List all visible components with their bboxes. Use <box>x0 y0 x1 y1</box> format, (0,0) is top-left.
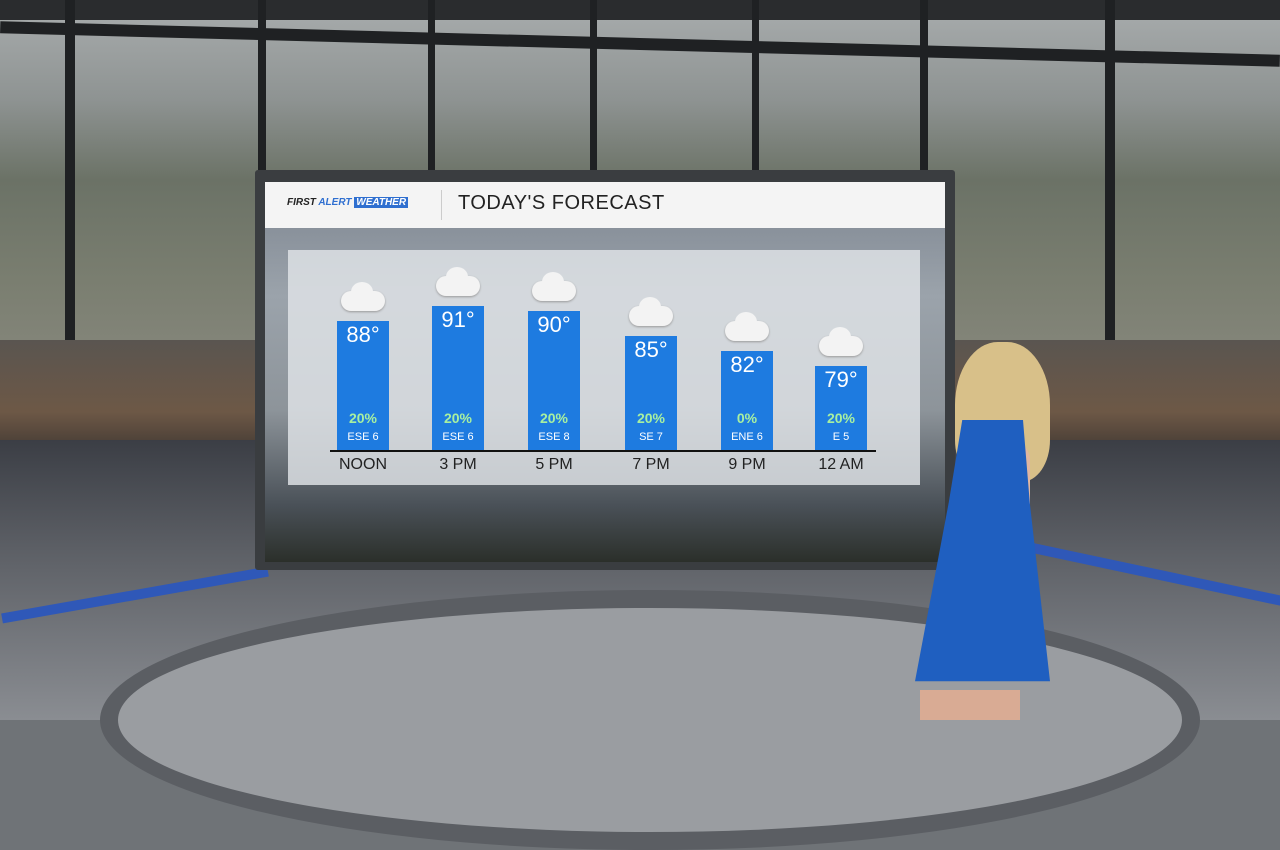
window-post <box>590 0 597 170</box>
logo-alert: ALERT <box>318 197 352 208</box>
page-title: TODAY'S FORECAST <box>458 192 665 214</box>
cloud-icon <box>629 297 673 327</box>
temp-label: 79° <box>824 366 858 392</box>
temp-label: 90° <box>537 312 571 338</box>
chart-baseline <box>330 450 876 452</box>
precip-label: 0% <box>736 410 758 426</box>
cloud-icon <box>819 326 863 356</box>
bar <box>337 321 389 450</box>
x-tick-label: 3 PM <box>439 456 477 473</box>
bar <box>625 336 677 450</box>
wind-label: SE 7 <box>639 431 663 443</box>
x-tick-label: NOON <box>339 456 387 473</box>
x-tick-label: 9 PM <box>728 456 766 473</box>
window-post <box>258 0 266 170</box>
cloud-icon <box>341 282 385 312</box>
header-divider <box>441 190 442 220</box>
window-post <box>752 0 759 170</box>
precip-label: 20% <box>443 410 473 426</box>
bar <box>432 306 484 450</box>
wind-label: ESE 6 <box>347 431 379 443</box>
bar <box>528 311 580 450</box>
window-post <box>1105 0 1115 400</box>
cloud-icon <box>725 312 769 341</box>
ceiling-frame <box>0 0 1280 20</box>
temp-label: 88° <box>346 322 380 348</box>
temp-label: 91° <box>441 307 475 333</box>
wind-label: ENE 6 <box>731 431 763 443</box>
temp-label: 82° <box>730 352 764 377</box>
bar <box>721 351 773 450</box>
bar <box>815 365 867 450</box>
precip-label: 20% <box>539 410 569 426</box>
x-tick-label: 7 PM <box>632 456 670 473</box>
x-tick-label: 5 PM <box>535 456 573 473</box>
window-post <box>65 0 75 400</box>
cloud-icon <box>436 267 480 297</box>
precip-label: 20% <box>636 410 666 426</box>
temp-label: 85° <box>634 337 668 363</box>
window-post <box>428 0 435 170</box>
precip-label: 20% <box>826 410 856 426</box>
wind-label: ESE 6 <box>442 431 474 443</box>
logo-weather: WEATHER <box>354 197 409 208</box>
precip-label: 20% <box>348 410 378 426</box>
window-post <box>920 0 928 170</box>
cloud-icon <box>532 272 576 302</box>
wind-label: E 5 <box>832 431 850 443</box>
presenter-legs <box>920 690 1020 720</box>
logo-first: FIRST <box>287 197 316 208</box>
chart-panel <box>288 250 920 485</box>
x-tick-label: 12 AM <box>818 456 864 473</box>
first-alert-weather-logo: FIRST ALERT WEATHER <box>287 197 409 208</box>
wind-label: ESE 8 <box>538 431 570 443</box>
